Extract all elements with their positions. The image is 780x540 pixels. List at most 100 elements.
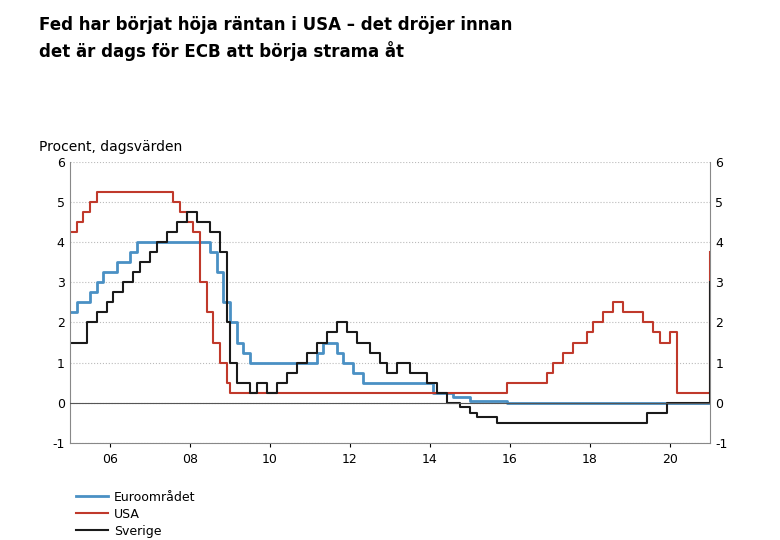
USA: [465, 389, 474, 396]
USA: [112, 189, 122, 195]
Sverige: [282, 369, 292, 376]
Sverige: [406, 369, 415, 376]
Euroområdet: [112, 259, 122, 266]
USA: [215, 359, 225, 366]
Euroområdet: [349, 369, 358, 376]
Sverige: [456, 403, 465, 410]
Euroområdet: [232, 339, 242, 346]
Euroområdet: [502, 400, 512, 406]
Sverige: [92, 309, 101, 316]
Line: USA: USA: [70, 192, 710, 393]
Sverige: [272, 380, 282, 386]
USA: [189, 229, 198, 235]
Sverige: [172, 219, 182, 225]
Sverige: [392, 359, 402, 366]
Euroområdet: [428, 389, 438, 396]
USA: [385, 389, 395, 396]
Euroområdet: [465, 397, 474, 404]
USA: [542, 369, 551, 376]
Euroområdet: [145, 239, 154, 246]
USA: [119, 189, 128, 195]
USA: [196, 279, 205, 286]
Sverige: [192, 219, 201, 225]
Euroområdet: [239, 349, 248, 356]
Euroområdet: [99, 269, 108, 275]
USA: [629, 309, 638, 316]
Euroområdet: [212, 269, 222, 275]
Euroområdet: [86, 289, 95, 295]
USA: [79, 209, 88, 215]
Sverige: [252, 380, 261, 386]
Sverige: [145, 249, 154, 255]
USA: [105, 189, 115, 195]
Sverige: [222, 319, 232, 326]
Sverige: [136, 259, 145, 266]
Sverige: [205, 229, 215, 235]
Sverige: [312, 339, 321, 346]
USA: [66, 229, 75, 235]
Text: Procent, dagsvärden: Procent, dagsvärden: [39, 140, 183, 154]
Sverige: [302, 349, 311, 356]
Sverige: [162, 229, 172, 235]
Sverige: [382, 369, 392, 376]
USA: [225, 389, 235, 396]
Sverige: [365, 349, 374, 356]
Euroområdet: [265, 359, 275, 366]
Euroområdet: [66, 309, 75, 316]
USA: [608, 299, 618, 306]
Euroområdet: [225, 319, 235, 326]
Sverige: [292, 359, 302, 366]
USA: [202, 309, 211, 316]
Line: Sverige: Sverige: [70, 212, 710, 423]
USA: [588, 319, 597, 326]
Sverige: [375, 359, 385, 366]
Sverige: [246, 389, 255, 396]
USA: [425, 389, 434, 396]
USA: [502, 380, 512, 386]
USA: [569, 339, 578, 346]
USA: [682, 389, 691, 396]
Sverige: [705, 279, 714, 286]
USA: [648, 329, 658, 336]
USA: [558, 349, 568, 356]
Sverige: [662, 400, 672, 406]
Sverige: [442, 400, 452, 406]
Euroområdet: [246, 359, 255, 366]
Sverige: [422, 380, 431, 386]
Sverige: [352, 339, 361, 346]
USA: [619, 309, 628, 316]
Euroområdet: [133, 239, 142, 246]
Euroområdet: [312, 349, 321, 356]
USA: [672, 389, 681, 396]
Euroområdet: [359, 380, 368, 386]
Line: Euroområdet: Euroområdet: [70, 242, 710, 403]
USA: [73, 219, 82, 225]
Euroområdet: [73, 299, 82, 306]
Sverige: [465, 409, 474, 416]
USA: [86, 199, 95, 205]
USA: [548, 359, 558, 366]
USA: [246, 389, 255, 396]
USA: [665, 329, 675, 336]
USA: [122, 189, 132, 195]
Sverige: [225, 359, 235, 366]
Sverige: [505, 420, 515, 426]
Sverige: [152, 239, 161, 246]
Sverige: [73, 339, 82, 346]
USA: [705, 249, 714, 255]
USA: [306, 389, 315, 396]
Sverige: [342, 329, 352, 336]
USA: [222, 380, 232, 386]
Legend: Euroområdet, USA, Sverige: Euroområdet, USA, Sverige: [76, 491, 196, 538]
USA: [582, 329, 591, 336]
Euroområdet: [332, 349, 342, 356]
Sverige: [642, 409, 651, 416]
Euroområdet: [218, 299, 228, 306]
Sverige: [492, 420, 502, 426]
Euroområdet: [402, 380, 412, 386]
Sverige: [322, 329, 332, 336]
USA: [638, 319, 647, 326]
USA: [99, 189, 108, 195]
Sverige: [262, 389, 271, 396]
Sverige: [66, 339, 75, 346]
